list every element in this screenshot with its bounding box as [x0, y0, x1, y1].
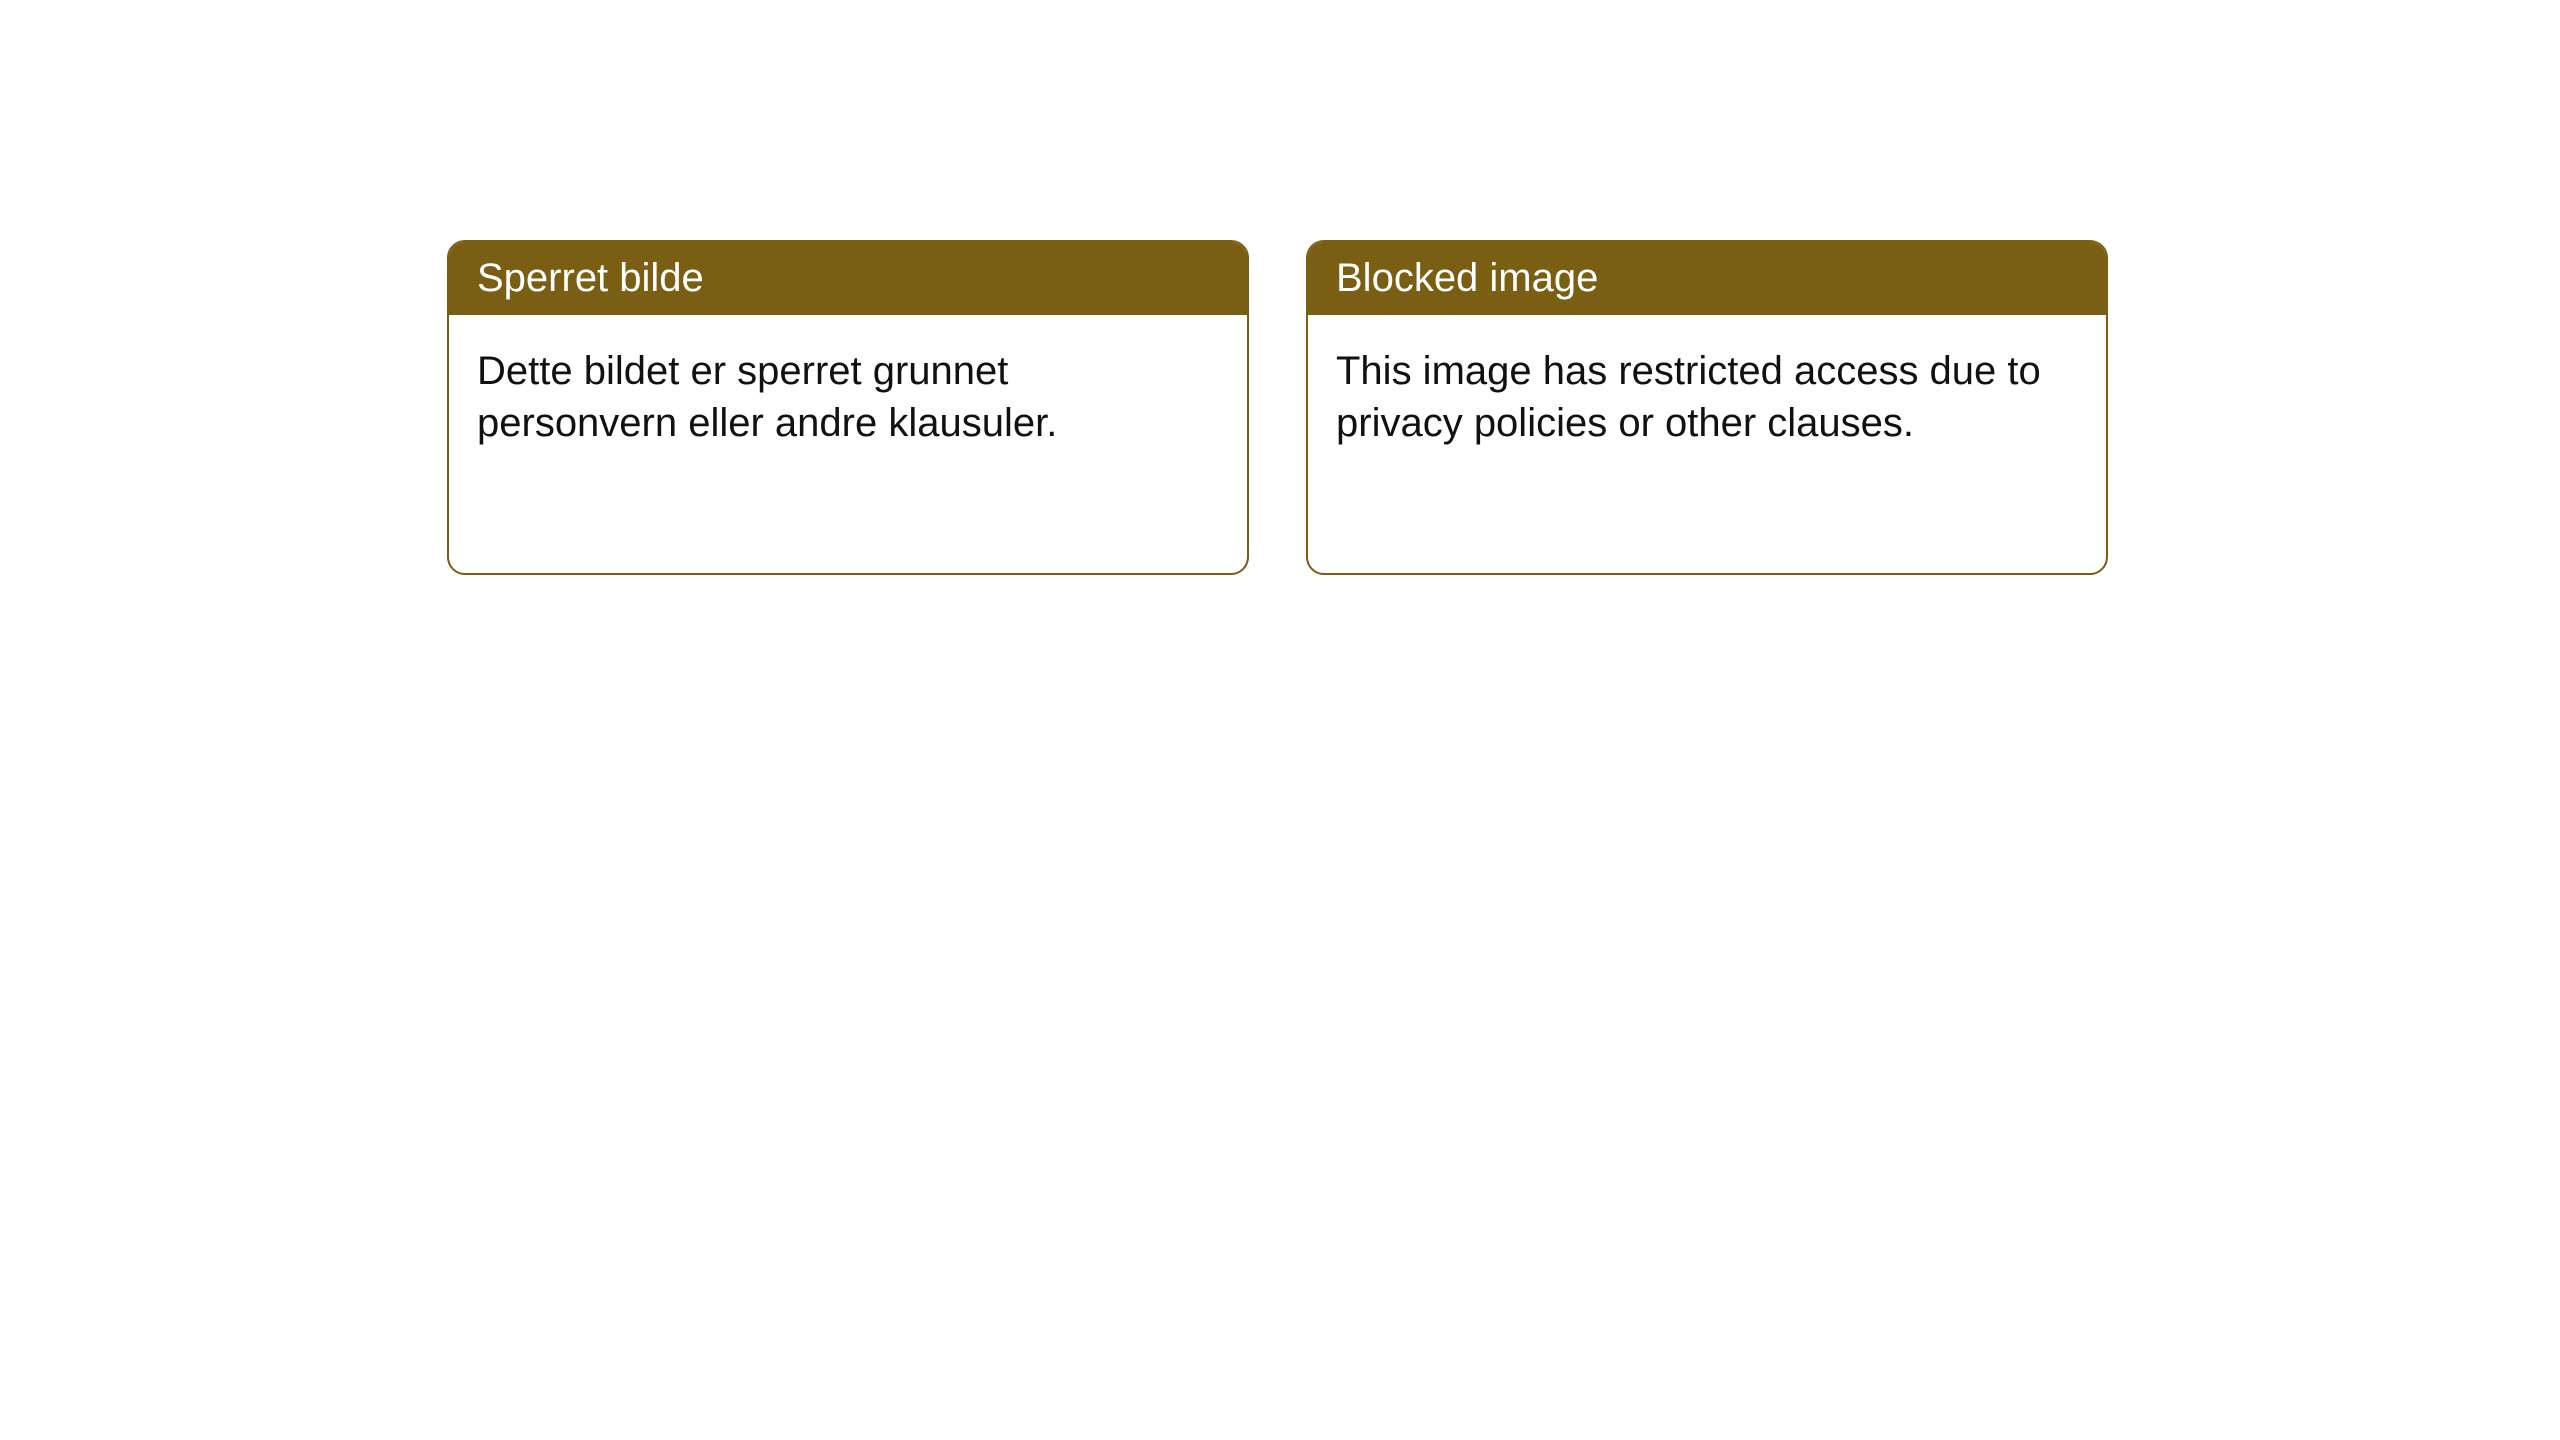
card-body-text: Dette bildet er sperret grunnet personve… [449, 315, 1247, 479]
blocked-image-card-english: Blocked image This image has restricted … [1306, 240, 2108, 575]
card-title: Blocked image [1308, 242, 2106, 315]
blocked-image-cards: Sperret bilde Dette bildet er sperret gr… [447, 240, 2108, 575]
card-title: Sperret bilde [449, 242, 1247, 315]
blocked-image-card-norwegian: Sperret bilde Dette bildet er sperret gr… [447, 240, 1249, 575]
card-body-text: This image has restricted access due to … [1308, 315, 2106, 479]
